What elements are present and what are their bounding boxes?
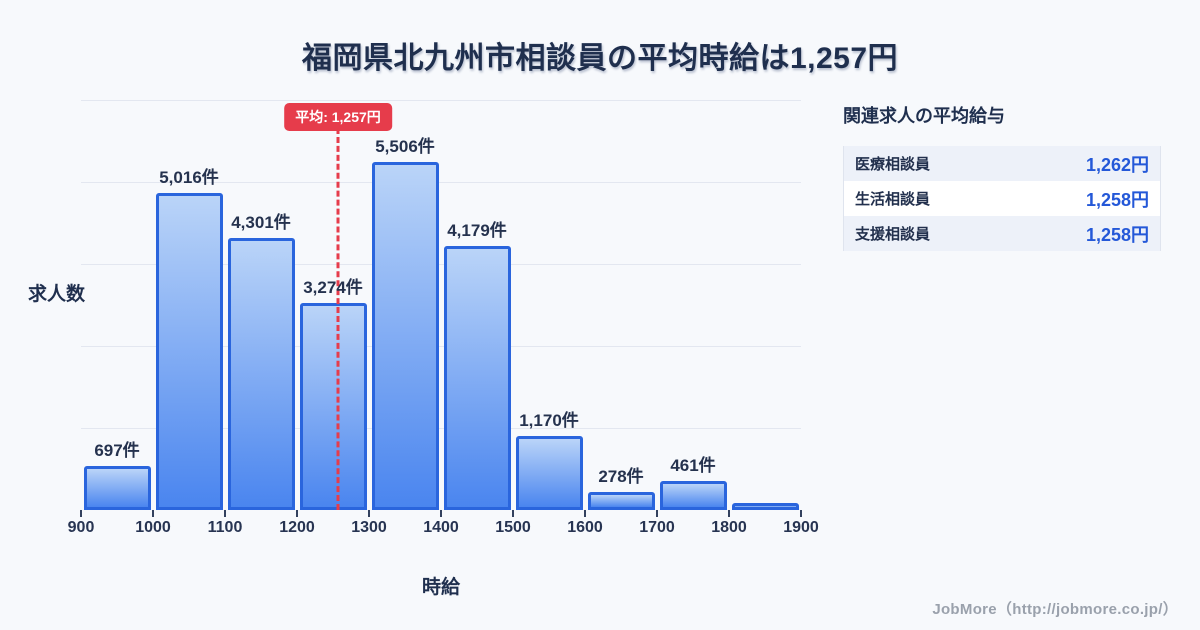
histogram-bar-1500-1600 — [516, 436, 583, 510]
x-tick-label: 1000 — [135, 519, 171, 536]
gridline — [81, 264, 801, 265]
related-job-label: 支援相談員 — [855, 226, 931, 243]
mean-dashed-line — [336, 128, 340, 510]
x-tick-mark — [584, 510, 586, 517]
x-tick-mark — [368, 510, 370, 517]
related-job-value: 1,262円 — [1085, 154, 1149, 175]
x-tick-mark — [440, 510, 442, 517]
x-tick-mark — [728, 510, 730, 517]
x-tick-label: 1200 — [279, 519, 315, 536]
histogram-bar-1400-1500 — [444, 246, 511, 510]
x-tick-mark — [800, 510, 802, 517]
bar-value-label: 5,016件 — [159, 168, 219, 187]
x-tick-mark — [296, 510, 298, 517]
bar-value-label: 4,179件 — [447, 221, 507, 240]
gridline — [81, 182, 801, 183]
mean-badge: 平均: 1,257円 — [284, 103, 392, 131]
y-axis-label: 求人数 — [28, 284, 86, 305]
x-tick-label: 1700 — [639, 519, 675, 536]
x-tick-mark — [224, 510, 226, 517]
x-tick-label: 1100 — [207, 519, 243, 536]
related-job-value: 1,258円 — [1085, 224, 1149, 245]
credit-text: JobMore（http://jobmore.co.jp/） — [932, 601, 1178, 618]
histogram-bar-1200-1300 — [300, 303, 367, 510]
histogram-bar-1100-1200 — [228, 238, 295, 510]
gridline — [81, 428, 801, 429]
page-title: 福岡県北九州市相談員の平均時給は1,257円 — [301, 42, 899, 75]
histogram-bar-1300-1400 — [372, 162, 439, 510]
bar-value-label: 4,301件 — [231, 213, 291, 232]
bar-value-label: 278件 — [598, 467, 644, 486]
histogram-bar-1800-1900 — [732, 503, 799, 510]
related-job-value: 1,258円 — [1085, 189, 1149, 210]
x-tick-label: 1800 — [711, 519, 747, 536]
histogram-bar-1000-1100 — [156, 193, 223, 510]
bar-value-label: 461件 — [670, 456, 716, 475]
related-job-label: 生活相談員 — [855, 191, 931, 208]
related-job-row: 医療相談員 1,262円 — [844, 146, 1160, 181]
x-tick-label: 1400 — [423, 519, 459, 536]
bar-value-label: 5,506件 — [375, 137, 435, 156]
x-tick-label: 1600 — [567, 519, 603, 536]
histogram-bar-900-1000 — [84, 466, 151, 510]
x-axis-label: 時給 — [421, 577, 460, 598]
bar-value-label: 1,170件 — [519, 411, 579, 430]
bar-value-label: 697件 — [94, 441, 140, 460]
x-tick-mark — [152, 510, 154, 517]
x-tick-label: 1300 — [351, 519, 387, 536]
x-tick-label: 1500 — [495, 519, 531, 536]
histogram-plot-area: 平均: 1,257円 697件 5,016件 4,301件 3,274件 5,506件 4… — [68, 100, 819, 536]
gridline — [81, 100, 801, 101]
related-jobs-header: 関連求人の平均給与 — [843, 106, 1005, 126]
x-tick-label: 900 — [67, 519, 95, 536]
histogram-bar-1600-1700 — [588, 492, 655, 510]
bar-value-label: 3,274件 — [303, 278, 363, 297]
x-tick-mark — [656, 510, 658, 517]
histogram-bar-1700-1800 — [660, 481, 727, 510]
gridline — [81, 346, 801, 347]
related-job-row: 生活相談員 1,258円 — [844, 181, 1160, 216]
x-tick-mark — [512, 510, 514, 517]
x-tick-mark — [80, 510, 82, 517]
related-job-label: 医療相談員 — [855, 156, 931, 173]
related-job-row: 支援相談員 1,258円 — [844, 216, 1160, 251]
x-tick-label: 1900 — [783, 519, 819, 536]
related-jobs-table: 医療相談員 1,262円 生活相談員 1,258円 支援相談員 1,258円 — [843, 146, 1161, 251]
